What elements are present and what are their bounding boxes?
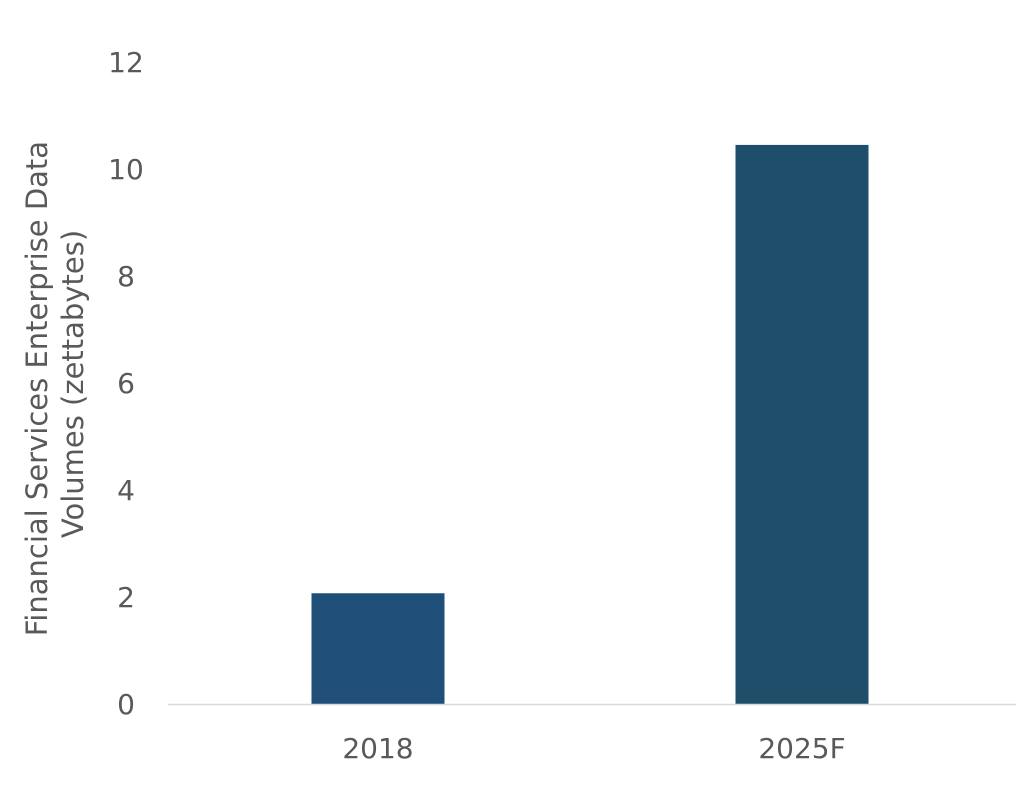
x-tick-label: 2025F <box>758 732 845 765</box>
y-tick-label: 8 <box>117 260 135 293</box>
bars <box>311 144 869 705</box>
y-tick-label: 10 <box>108 153 144 186</box>
y-axis-title: Financial Services Enterprise Data Volum… <box>20 132 90 637</box>
y-axis-title-line-2: Volumes (zettabytes) <box>56 230 90 538</box>
y-tick-label: 4 <box>117 474 135 507</box>
x-axis-ticks: 2018 2025F <box>342 732 845 765</box>
y-axis-ticks: 0 2 4 6 8 10 12 <box>108 46 144 721</box>
y-axis-title-line-1: Financial Services Enterprise Data <box>20 141 54 636</box>
bar-2018 <box>311 593 445 704</box>
x-tick-label: 2018 <box>342 732 413 765</box>
y-tick-label: 6 <box>117 367 135 400</box>
bar-2025f <box>735 144 869 705</box>
y-tick-label: 0 <box>117 688 135 721</box>
y-tick-label: 2 <box>117 581 135 614</box>
y-tick-label: 12 <box>108 46 144 79</box>
